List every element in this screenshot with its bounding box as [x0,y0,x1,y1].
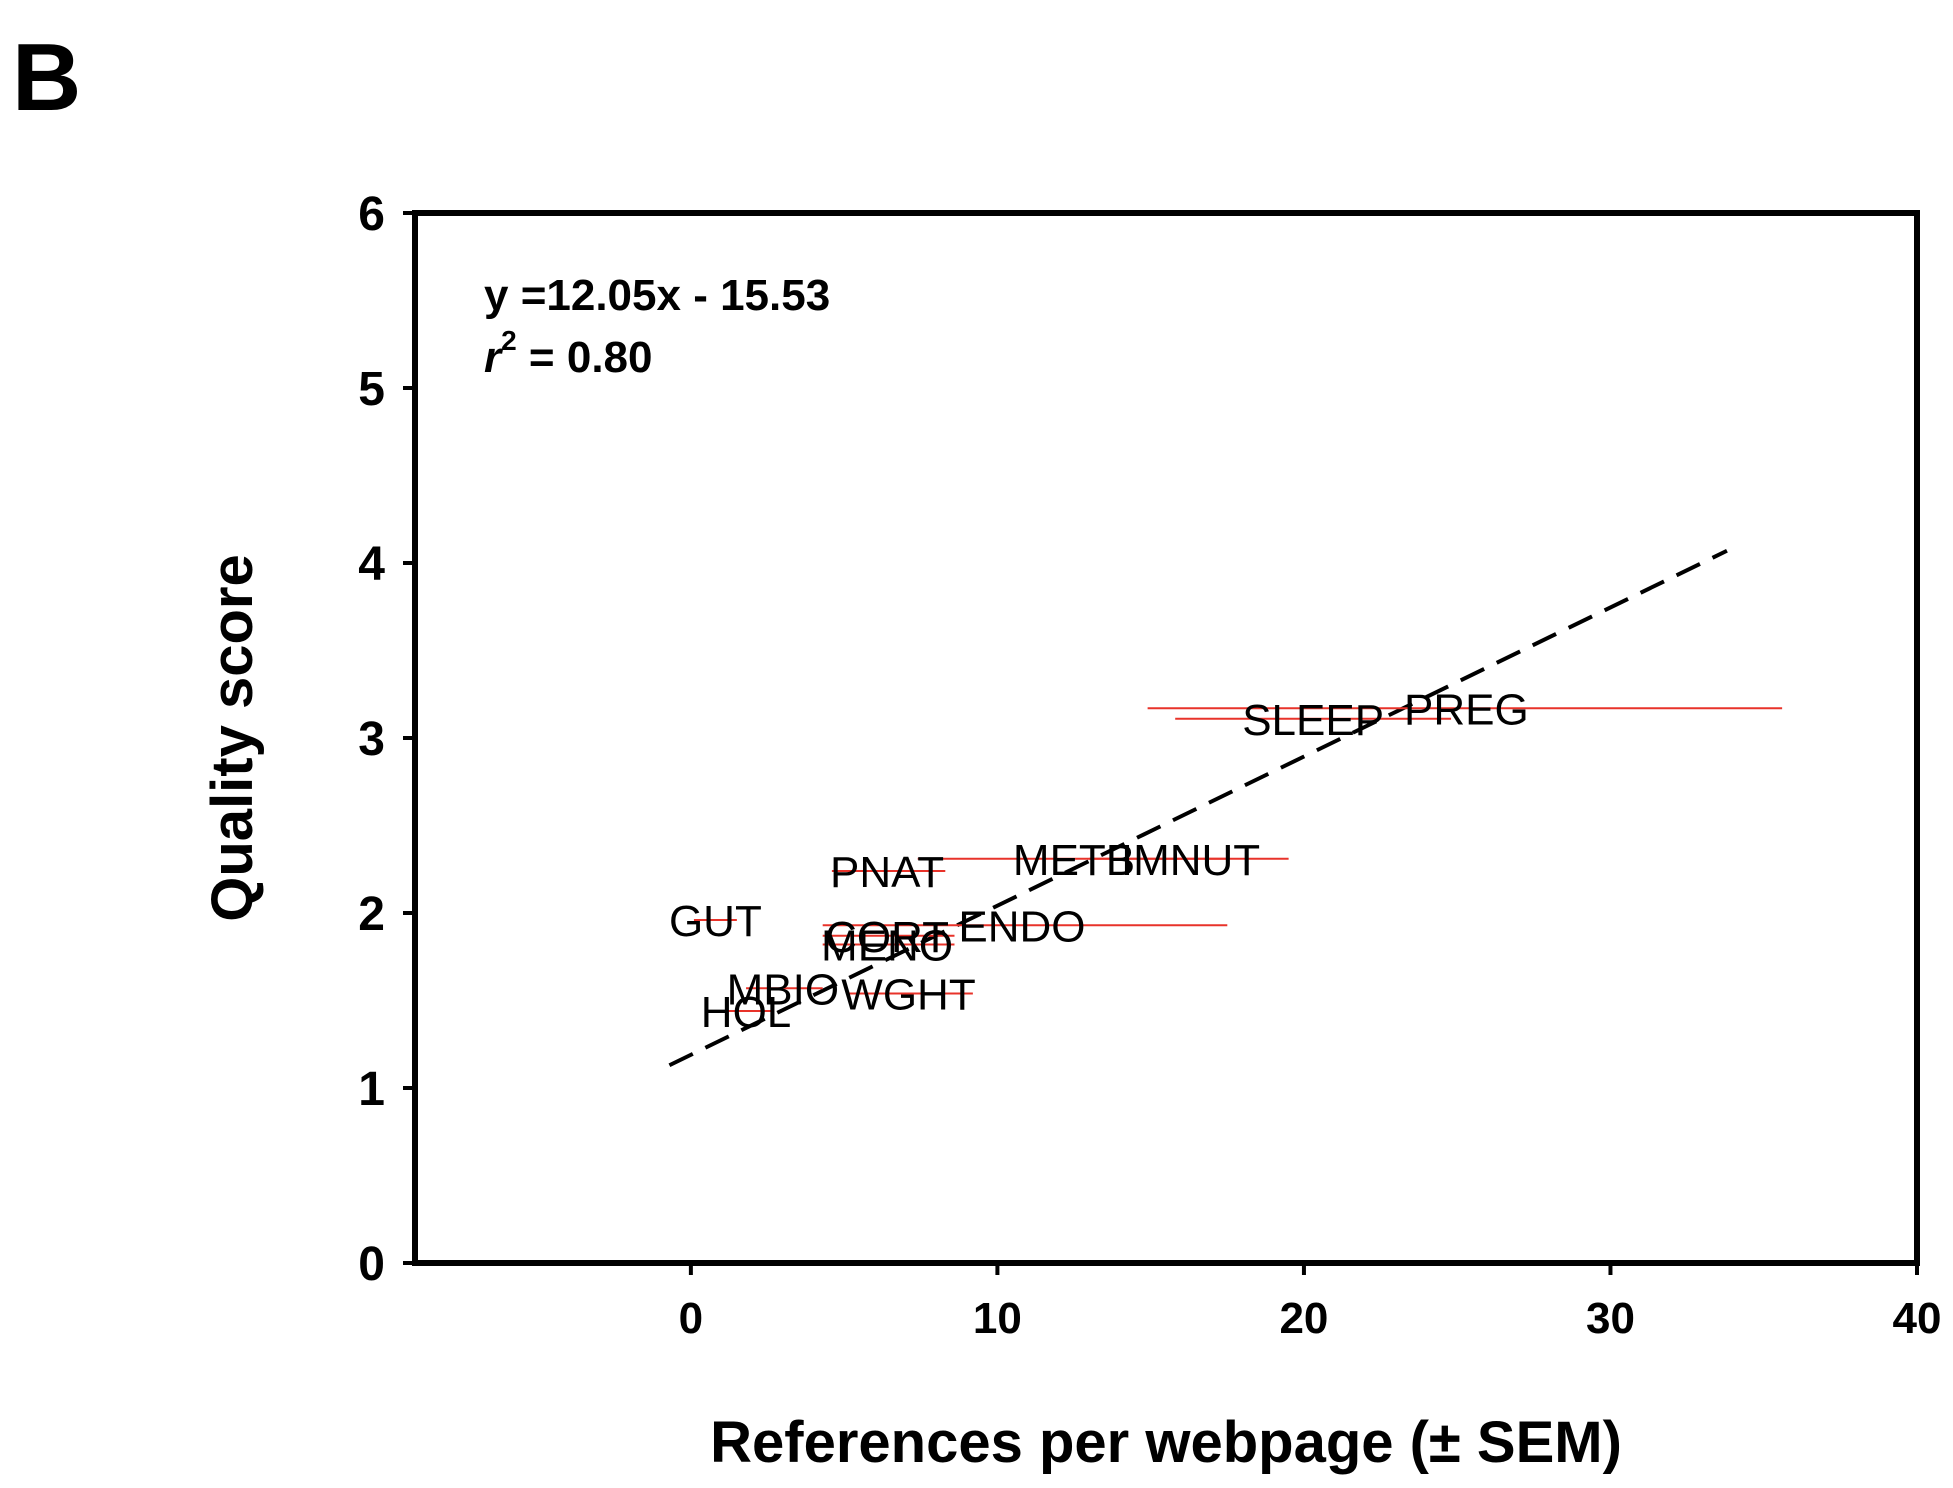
point-label-pnat: PNAT [830,848,944,897]
point-label-hol: HOL [701,988,791,1037]
point-label-gut: GUT [669,897,762,946]
y-tick-label: 6 [358,188,385,241]
y-tick-label: 4 [358,538,385,591]
r-squared-exponent: 2 [501,325,517,356]
error-bars [693,707,1783,1012]
point-label-imnut: IMNUT [1121,836,1260,885]
x-tick-label: 30 [1586,1294,1635,1343]
r-squared-annotation: r2 = 0.80 [484,325,652,382]
regression-fit-line [668,548,1728,1068]
regression-equation: y =12.05x - 15.53 [484,271,830,320]
r-squared-value: = 0.80 [517,333,653,382]
x-axis-label: References per webpage (± SEM) [710,1410,1622,1475]
point-label-meno: MENO [821,922,953,971]
x-tick-label: 0 [679,1294,703,1343]
r-squared-symbol: r [484,333,504,382]
point-label-preg: PREG [1404,685,1529,734]
y-tick-label: 2 [358,888,385,941]
y-tick-label: 5 [358,363,385,416]
x-tick-label: 20 [1279,1294,1328,1343]
x-tick-label: 10 [973,1294,1022,1343]
panel-label: B [12,24,81,131]
point-label-mbio: MBIO [727,965,839,1014]
x-tick-label: 40 [1893,1294,1942,1343]
y-axis-label: Quality score [200,554,265,921]
point-label-wght: WGHT [841,971,975,1020]
point-label-sleep: SLEEP [1242,696,1384,745]
y-tick-label: 0 [358,1238,385,1291]
point-label-cort: CORT [825,913,949,962]
point-label-endo: ENDO [958,902,1085,951]
y-tick-label: 1 [358,1063,385,1116]
y-axis: 0 1 2 3 4 5 6 [358,188,415,1291]
point-label-metb: METB [1013,836,1135,885]
y-tick-label: 3 [358,713,385,766]
x-axis: 0 10 20 30 40 [679,1263,1942,1343]
